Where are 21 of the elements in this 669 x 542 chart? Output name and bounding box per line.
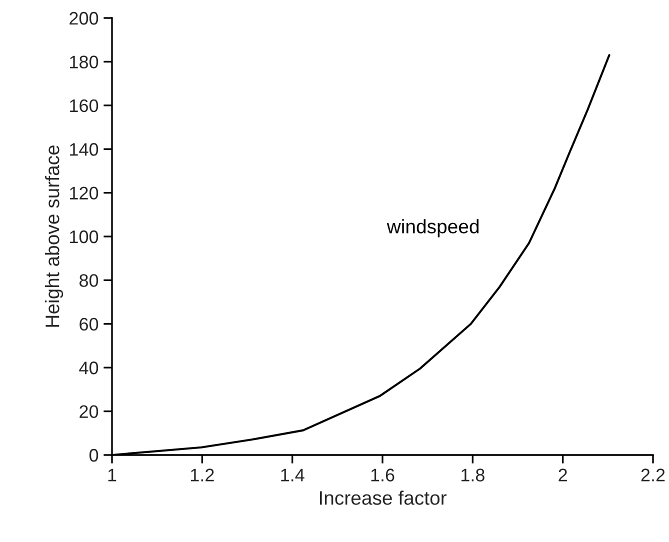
y-tick-label: 180 bbox=[70, 56, 98, 68]
x-tick-label: 1 bbox=[108, 468, 116, 482]
y-axis-title: Height above surface bbox=[45, 145, 64, 327]
y-tick-label: 80 bbox=[80, 274, 98, 287]
x-tick-label: 1.6 bbox=[371, 468, 394, 482]
y-tick-label: 40 bbox=[79, 362, 98, 374]
y-tick-label: 0 bbox=[89, 448, 98, 462]
y-tick-label: 140 bbox=[70, 143, 98, 156]
text: windspeed bbox=[386, 219, 479, 238]
y-tick-label: 120 bbox=[70, 186, 98, 200]
y-tick-label: 20 bbox=[80, 405, 98, 418]
y-tick-label: 200 bbox=[70, 12, 98, 25]
x-tick-label: 2 bbox=[558, 468, 567, 482]
x-tick-label: 1.4 bbox=[281, 468, 304, 482]
y-tick-label: 100 bbox=[70, 230, 98, 244]
x-axis-title: Increase factor bbox=[320, 490, 446, 505]
x-tick-label: 1.2 bbox=[190, 468, 214, 482]
y-tick-label: 160 bbox=[70, 99, 98, 112]
x-tick-label: 2.2 bbox=[641, 468, 665, 482]
x-tick-label: 1.8 bbox=[461, 468, 484, 482]
y-tick-label: 60 bbox=[80, 318, 98, 331]
